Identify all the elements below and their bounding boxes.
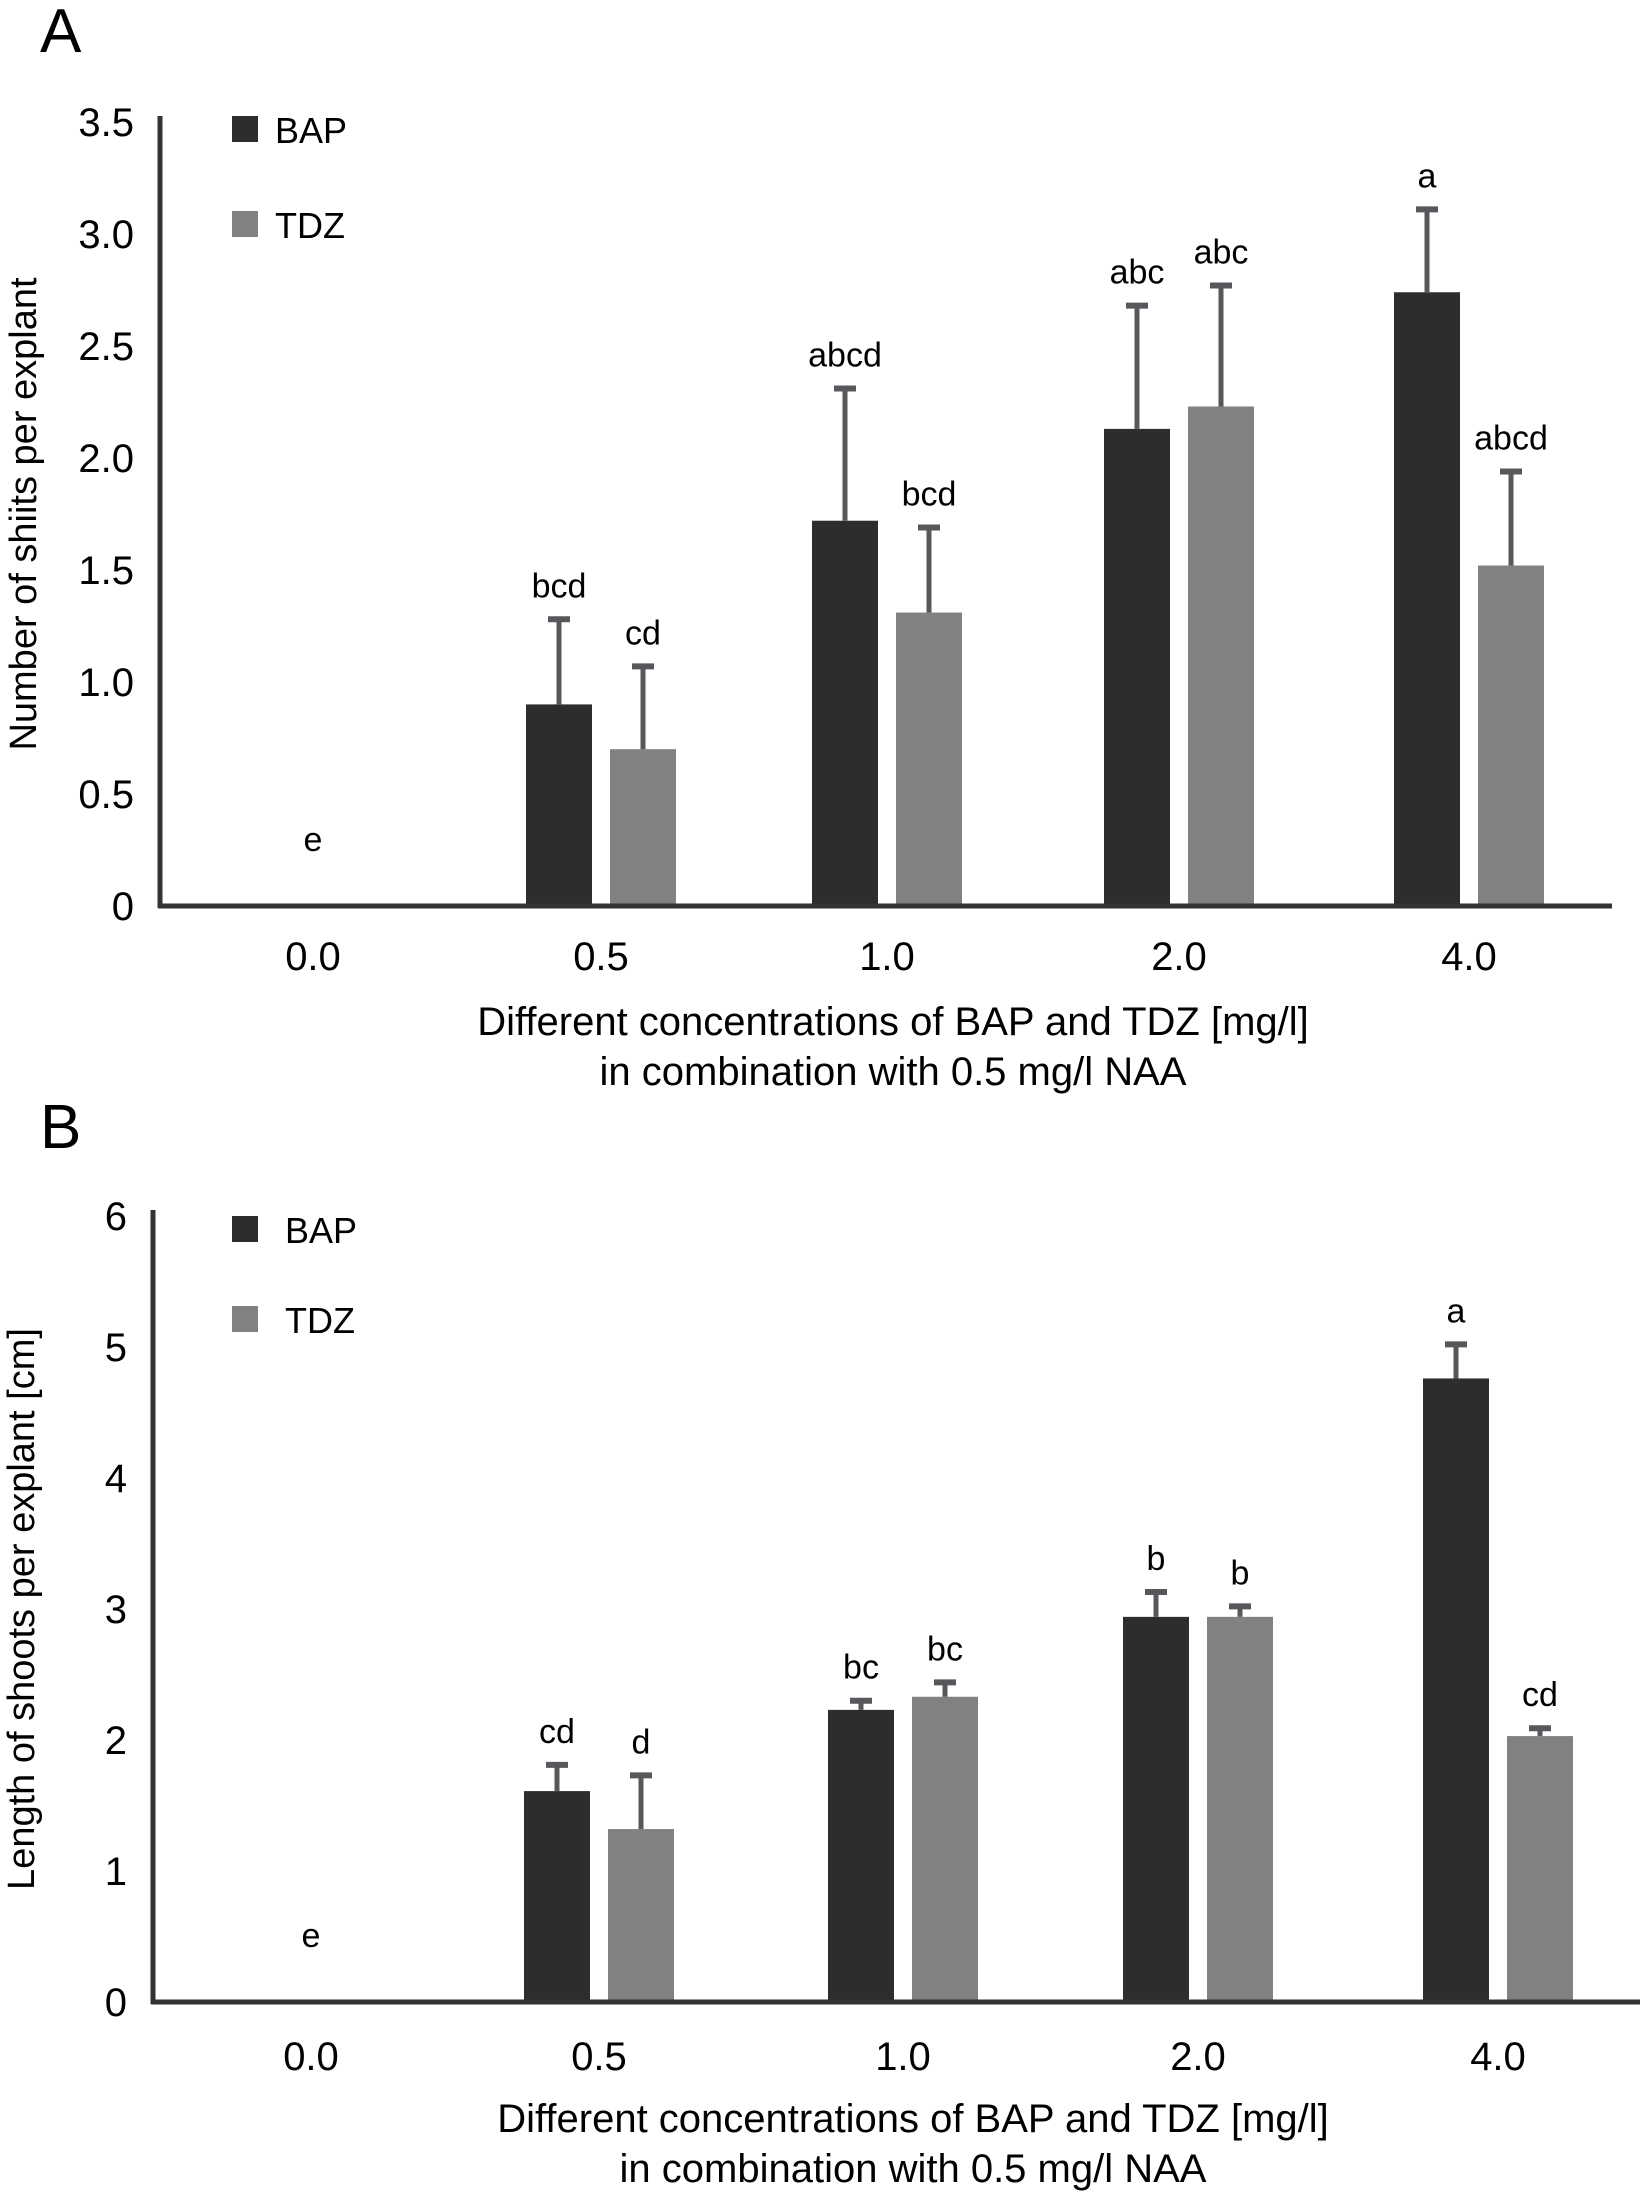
y-axis-ticks-a: 0 0.5 1.0 1.5 2.0 2.5 3.0 3.5	[78, 101, 134, 929]
y-tick-label: 2.0	[78, 437, 134, 481]
legend-label-bap-a: BAP	[275, 110, 347, 151]
significance-label: bc	[843, 1649, 879, 1687]
y-tick-label: 5	[105, 1326, 127, 1370]
legend-b: BAP TDZ	[232, 1210, 357, 1341]
significance-label: a	[1418, 157, 1437, 195]
significance-labels-b: e cd bc b a d bc b cd	[302, 1292, 1558, 1955]
bar-bap	[526, 704, 592, 906]
error-bars-b	[546, 1341, 1551, 1830]
significance-label: e	[302, 1917, 321, 1955]
y-tick-label: 2.5	[78, 325, 134, 369]
significance-label: a	[1447, 1292, 1466, 1330]
y-tick-label: 0	[105, 1981, 127, 2025]
legend-swatch-bap-a	[232, 116, 258, 142]
x-axis-ticks-b: 0.0 0.5 1.0 2.0 4.0	[283, 2035, 1526, 2079]
significance-label: e	[304, 821, 323, 859]
bar-tdz	[610, 749, 676, 906]
x-tick-label: 2.0	[1151, 935, 1207, 979]
x-axis-ticks-a: 0.0 0.5 1.0 2.0 4.0	[285, 935, 1497, 979]
y-tick-label: 3.0	[78, 213, 134, 257]
significance-label: d	[632, 1723, 651, 1761]
bar-tdz	[1507, 1736, 1573, 2002]
legend-a: BAP TDZ	[232, 110, 347, 246]
legend-swatch-bap-b	[232, 1216, 258, 1242]
legend-label-tdz-b: TDZ	[285, 1300, 355, 1341]
x-tick-label: 0.5	[571, 2035, 627, 2079]
y-axis-label-b: Length of shoots per explant [cm]	[1, 1328, 43, 1890]
y-tick-label: 3	[105, 1588, 127, 1632]
bar-tdz	[1188, 406, 1254, 906]
bar-tdz	[912, 1696, 978, 2002]
x-axis-label-line1-a: Different concentrations of BAP and TDZ …	[477, 1000, 1309, 1044]
bar-bap	[1394, 292, 1460, 906]
significance-label: bcd	[902, 475, 957, 513]
significance-label: abc	[1110, 254, 1165, 292]
bars-a	[526, 292, 1544, 906]
x-axis-label-line2-b: in combination with 0.5 mg/l NAA	[620, 2147, 1207, 2191]
panel-letter-a: A	[40, 0, 82, 66]
x-tick-label: 1.0	[875, 2035, 931, 2079]
bar-bap	[828, 1709, 894, 2002]
bar-bap	[1423, 1378, 1489, 2002]
y-axis-label-a: Number of shiits per explant	[3, 277, 45, 751]
legend-label-tdz-a: TDZ	[275, 205, 345, 246]
significance-label: b	[1147, 1540, 1166, 1578]
significance-label: bc	[927, 1630, 963, 1668]
significance-label: abc	[1194, 234, 1249, 272]
legend-swatch-tdz-b	[232, 1306, 258, 1332]
significance-label: cd	[1522, 1676, 1558, 1714]
bar-tdz	[608, 1829, 674, 2002]
x-axis-label-line2-a: in combination with 0.5 mg/l NAA	[600, 1050, 1187, 1094]
significance-label: abcd	[1474, 419, 1548, 457]
bar-bap	[524, 1791, 590, 2002]
x-tick-label: 0.0	[283, 2035, 339, 2079]
bar-bap	[1104, 428, 1170, 906]
significance-label: abcd	[808, 337, 882, 375]
significance-label: b	[1231, 1554, 1250, 1592]
y-tick-label: 3.5	[78, 101, 134, 145]
significance-label: cd	[625, 614, 661, 652]
y-tick-label: 6	[105, 1195, 127, 1239]
legend-swatch-tdz-a	[232, 211, 258, 237]
y-tick-label: 1.0	[78, 661, 134, 705]
x-tick-label: 0.0	[285, 935, 341, 979]
y-tick-label: 1.5	[78, 549, 134, 593]
y-tick-label: 0.5	[78, 773, 134, 817]
significance-label: bcd	[532, 567, 587, 605]
bar-tdz	[896, 612, 962, 906]
bar-tdz	[1207, 1616, 1273, 2002]
y-tick-label: 0	[112, 885, 134, 929]
y-axis-ticks-b: 0 1 2 3 4 5 6	[105, 1195, 127, 2025]
panel-a: A 0 0.5 1.0 1.5 2.0 2.5 3.0 3.5 Number of shiit…	[3, 0, 1612, 1094]
y-tick-label: 2	[105, 1719, 127, 1763]
x-tick-label: 1.0	[859, 935, 915, 979]
error-bars-a	[548, 206, 1522, 750]
y-tick-label: 1	[105, 1850, 127, 1894]
x-tick-label: 4.0	[1441, 935, 1497, 979]
y-tick-label: 4	[105, 1457, 127, 1501]
x-tick-label: 2.0	[1170, 2035, 1226, 2079]
x-tick-label: 0.5	[573, 935, 629, 979]
bar-bap	[1123, 1616, 1189, 2002]
panel-letter-b: B	[40, 1093, 81, 1162]
legend-label-bap-b: BAP	[285, 1210, 357, 1251]
x-axis-label-line1-b: Different concentrations of BAP and TDZ …	[497, 2097, 1329, 2141]
significance-label: cd	[539, 1713, 575, 1751]
bar-bap	[812, 520, 878, 906]
bar-tdz	[1478, 565, 1544, 906]
panel-b: B 0 1 2 3 4 5 6 Length of shoots per explant […	[1, 1093, 1640, 2191]
bars-b	[524, 1378, 1573, 2002]
x-tick-label: 4.0	[1470, 2035, 1526, 2079]
